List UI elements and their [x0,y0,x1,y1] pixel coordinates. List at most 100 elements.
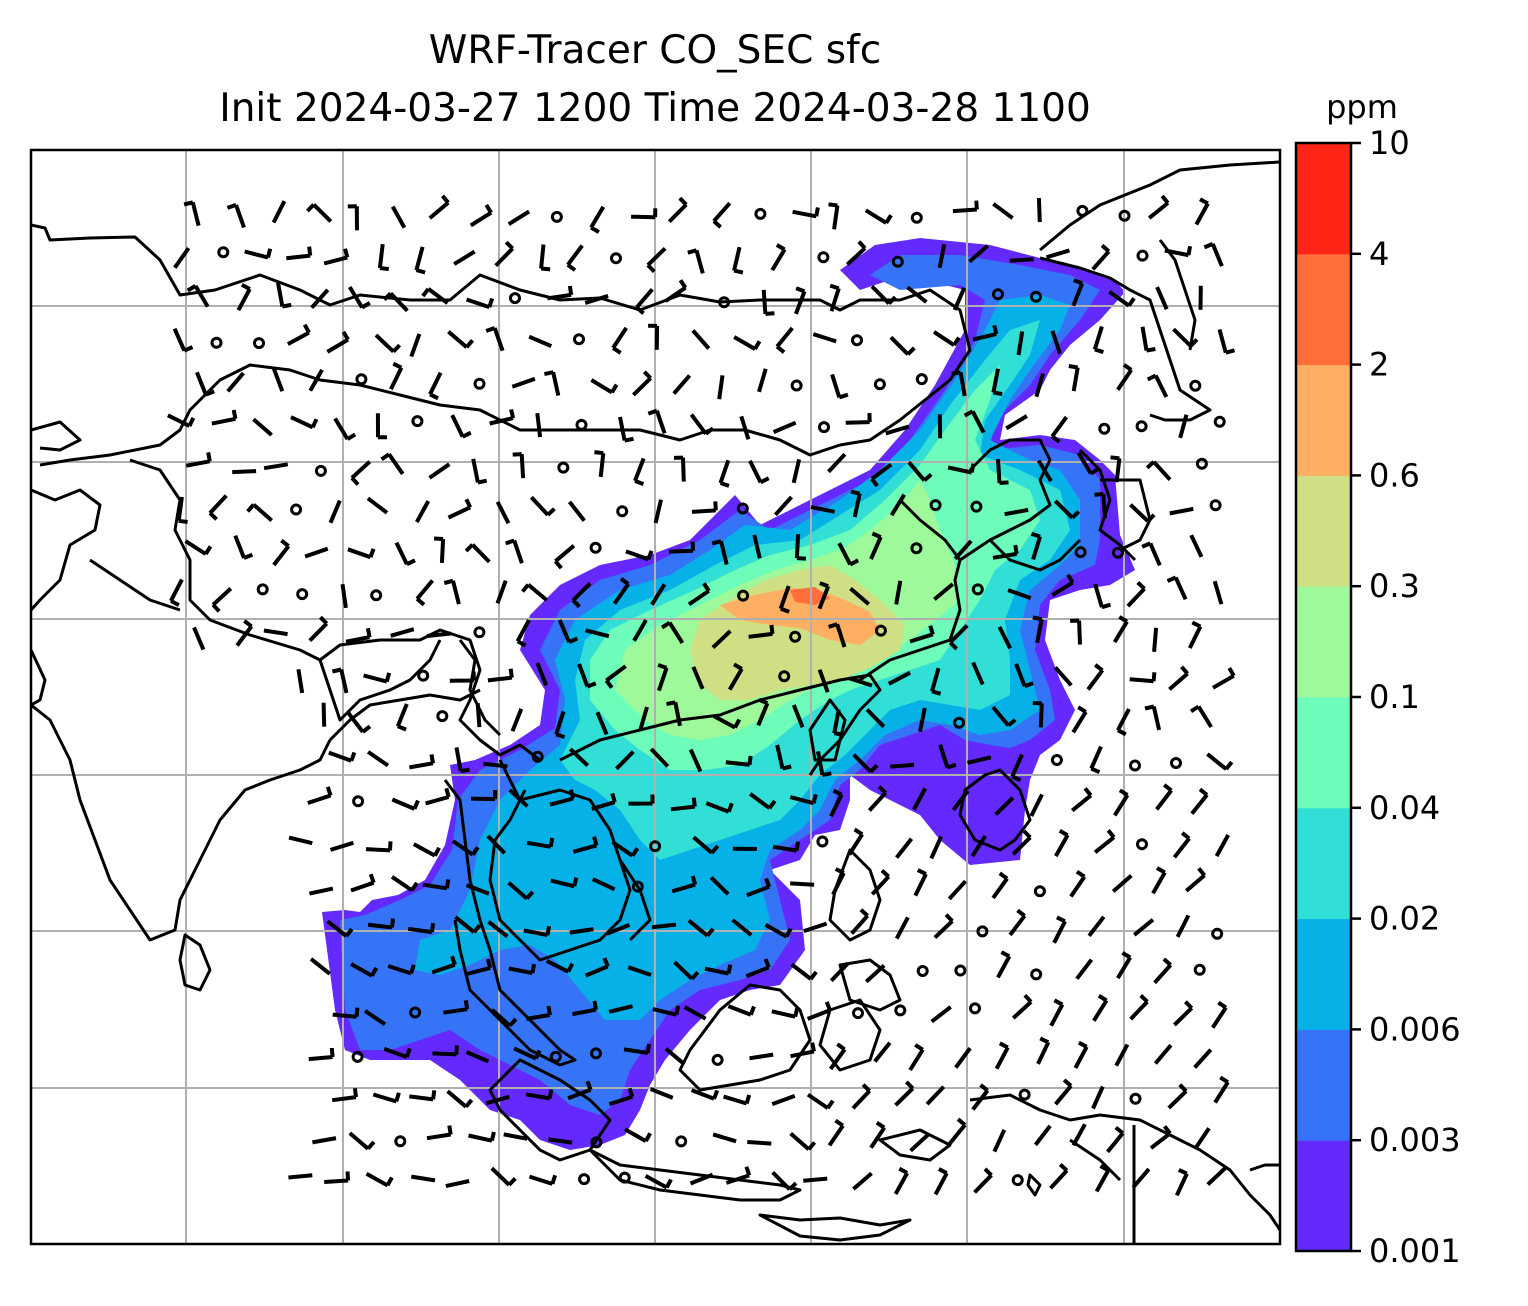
wind-barb [1005,414,1028,431]
wind-barb [347,204,359,231]
wind-barb [1050,415,1069,444]
wind-barb [705,801,734,814]
wind-barb [775,326,794,354]
wind-barb [365,841,393,853]
wind-barb [172,327,194,353]
wind-barb [1068,364,1080,392]
wind-barb [1106,1125,1125,1154]
wind-barb [611,326,628,355]
wind-barb [470,790,498,802]
wind-barb [431,955,457,975]
wind-barb [644,1174,673,1190]
calm-marker [851,334,863,347]
wind-barb [885,424,910,436]
wind-barb [906,285,928,304]
wind-barb [1193,1127,1211,1150]
wind-barb [1053,665,1073,687]
wind-barb [627,965,652,977]
wind-barb [829,283,841,312]
wind-barb [1155,286,1169,310]
wind-barb [1172,831,1191,859]
calm-marker [1018,1088,1031,1101]
wind-barb [837,542,860,567]
wind-barb [951,370,967,397]
wind-barb [528,334,553,348]
wind-barb [323,248,350,266]
calm-marker [1129,759,1141,772]
wind-barb [803,921,828,933]
calm-marker [473,626,486,639]
wind-barb [747,1140,772,1146]
calm-marker [718,296,731,309]
wind-barb [668,541,695,554]
wind-barb [827,452,847,474]
wind-barb [347,285,371,310]
wind-barb [745,958,771,978]
wind-barb [271,200,287,224]
wind-barb [773,495,793,517]
wind-barb [535,662,549,687]
wind-barb [507,209,531,226]
wind-barb [1147,194,1170,220]
calm-marker [649,840,662,853]
wind-barb [718,459,731,488]
wind-barb [749,1052,774,1061]
wind-barb [1087,915,1106,938]
wind-barb [971,661,985,686]
calm-marker [953,716,966,729]
wind-barb [732,246,744,275]
calm-marker [616,505,629,518]
wind-barb [869,1121,886,1149]
colorbar-swatch [1296,475,1351,587]
wind-barb [454,915,482,934]
wind-barb [1116,363,1133,391]
wind-barb [1175,914,1191,938]
wind-barb [487,920,509,939]
wind-barb [1153,957,1173,985]
wind-barb [236,283,252,312]
wind-barb [1086,663,1105,691]
wind-barb [211,409,238,426]
colorbar-tick-label: 0.003 [1369,1121,1461,1159]
wind-barb [652,1005,681,1017]
wind-barb [1045,248,1070,260]
wind-barb [1167,1083,1188,1110]
wind-barb [850,908,870,935]
calm-marker [1112,546,1124,559]
calm-marker [873,378,886,391]
wind-barb [428,462,451,480]
wind-barb [725,1166,752,1185]
wind-barb [992,544,1019,560]
wind-barb [633,457,646,486]
wind-barb [331,667,349,694]
wind-barb [810,505,835,514]
calm-marker [1030,968,1043,981]
wind-barb [1004,507,1029,517]
wind-barb [232,469,257,475]
wind-barb [395,703,409,732]
wind-barb [929,835,944,860]
wind-barb [604,664,627,689]
wind-barb [1034,373,1045,398]
wind-barb [612,577,630,605]
calm-marker [590,1047,602,1060]
calm-marker [557,461,570,474]
wind-barb [426,1125,453,1141]
wind-barb [711,539,729,565]
calm-marker [1211,927,1224,940]
wind-barb [664,1047,686,1066]
wind-barb [503,1132,528,1141]
colorbar-swatch [1296,364,1351,476]
calm-marker [314,464,327,477]
calm-marker [573,333,585,346]
wind-barb [817,669,830,693]
wind-barb [1054,829,1070,858]
wind-barb [847,827,864,856]
calm-marker [1189,379,1202,392]
calm-marker [1213,415,1226,428]
wind-barb [183,200,201,227]
wind-barb [632,370,653,397]
wind-barb [1054,1078,1073,1106]
wind-barb [1173,1000,1194,1027]
wind-barb [1032,701,1044,728]
